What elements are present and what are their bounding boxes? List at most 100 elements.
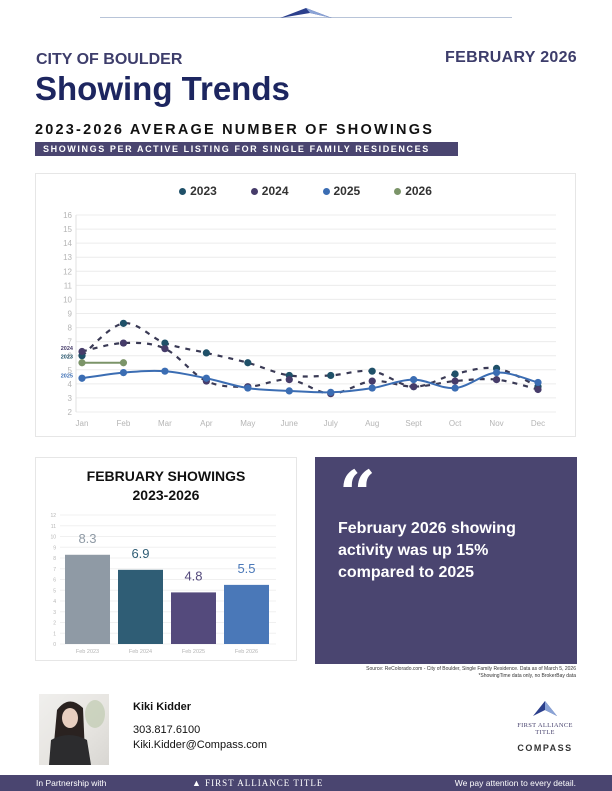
legend-label: 2026	[405, 184, 432, 198]
data-point-2023	[327, 371, 335, 380]
agent-phone[interactable]: 303.817.6100	[133, 724, 201, 736]
x-tick-label: Feb	[117, 419, 131, 428]
data-point-2023	[244, 359, 252, 367]
legend-item-2025: 2025	[322, 184, 360, 198]
bar-chart-title: FEBRUARY SHOWINGS 2023-2026	[36, 467, 296, 505]
data-point-2024	[368, 377, 376, 385]
source-line-1: Source: ReColorado.com - City of Boulder…	[366, 666, 576, 672]
source-note: Source: ReColorado.com - City of Boulder…	[366, 666, 576, 679]
compass-logo: COMPASS	[517, 743, 573, 753]
bar-value-label: 5.5	[237, 561, 255, 576]
x-tick-label: Feb 2023	[76, 649, 99, 655]
x-tick-label: Nov	[489, 419, 503, 428]
city-label: CITY OF BOULDER	[36, 51, 183, 68]
data-point-2023	[368, 367, 376, 375]
y-tick-label: 4	[53, 599, 56, 605]
data-point-2025	[202, 374, 210, 382]
legend-dot-icon	[179, 187, 187, 195]
bar-feb-2023	[65, 554, 110, 644]
footer-bar: In Partnership with ▲ FIRST ALLIANCE TIT…	[0, 775, 612, 791]
agent-portrait-icon	[49, 700, 105, 765]
series-annotation: 2025	[61, 373, 73, 379]
x-tick-label: Mar	[158, 419, 172, 428]
y-tick-label: 16	[63, 211, 72, 220]
agent-name: Kiki Kidder	[133, 701, 192, 713]
data-point-2025	[534, 378, 542, 387]
peak-logo-icon	[280, 8, 332, 18]
quote-text: February 2026 showing activity was up 15…	[338, 520, 516, 581]
footer-peak-icon: ▲	[192, 778, 206, 788]
x-tick-label: Feb 2025	[182, 649, 205, 655]
fat-logo-line2: TITLE	[535, 729, 555, 736]
data-point-2025	[119, 369, 128, 377]
bar-title-line2: 2023-2026	[132, 487, 200, 503]
y-tick-label: 3	[68, 394, 73, 403]
footer-brand-text: FIRST ALLIANCE TITLE	[205, 778, 324, 788]
quote-icon: “	[339, 457, 376, 532]
y-tick-label: 5	[53, 588, 56, 594]
bar-feb-2024	[118, 569, 163, 644]
bar-value-label: 4.8	[184, 568, 202, 583]
data-point-2023	[119, 319, 128, 327]
fat-logo-line1: FIRST ALLIANCE	[517, 722, 573, 729]
data-point-2025	[285, 387, 293, 395]
y-tick-label: 2	[53, 621, 56, 627]
data-point-2023	[202, 349, 210, 357]
y-tick-label: 13	[63, 253, 72, 262]
x-tick-label: Apr	[200, 419, 213, 428]
data-point-2026	[119, 359, 128, 367]
y-tick-label: 9	[53, 545, 56, 551]
data-point-2025	[410, 376, 418, 384]
y-tick-label: 3	[53, 610, 56, 616]
x-tick-label: Feb 2026	[235, 649, 258, 655]
series-annotation: 2023	[61, 354, 73, 360]
y-tick-label: 9	[68, 310, 73, 319]
bar-chart-card: FEBRUARY SHOWINGS 2023-2026 0 1 2 3 4 5 6 7 8 9 10…	[35, 457, 297, 661]
legend-dot-icon	[250, 187, 258, 195]
data-point-2026	[78, 359, 86, 367]
y-tick-label: 11	[51, 524, 56, 530]
data-point-2024	[534, 385, 542, 394]
legend-dot-icon	[394, 187, 402, 195]
data-point-2024	[492, 376, 501, 384]
data-point-2025	[78, 374, 86, 382]
legend-item-2024: 2024	[250, 184, 289, 198]
series-line-2023	[81, 322, 539, 388]
series-line-2024	[81, 341, 539, 395]
chart-subtitle: 2023-2026 AVERAGE NUMBER OF SHOWINGS	[35, 122, 435, 138]
series-line-2025	[81, 369, 539, 394]
bar-feb-2025	[171, 592, 216, 644]
data-point-2025	[327, 388, 335, 396]
data-point-2024	[451, 377, 459, 385]
y-tick-label: 1	[53, 631, 56, 637]
report-month: FEBRUARY 2026	[445, 49, 577, 66]
legend-label: 2024	[261, 184, 289, 198]
footer-tagline: We pay attention to every detail.	[454, 778, 576, 788]
legend-dot-icon	[322, 187, 330, 195]
x-tick-label: Oct	[449, 419, 462, 428]
legend-label: 2023	[190, 184, 217, 198]
y-tick-label: 14	[63, 239, 72, 248]
x-tick-label: July	[324, 419, 338, 428]
data-point-2025	[244, 384, 252, 392]
y-tick-label: 0	[53, 642, 56, 648]
header-rule	[100, 17, 512, 18]
bar-value-label: 6.9	[131, 546, 149, 561]
data-point-2024	[119, 339, 128, 347]
y-tick-label: 11	[64, 281, 73, 290]
data-point-2023	[161, 339, 169, 347]
quote-card: “ February 2026 showing activity was up …	[315, 457, 577, 664]
data-point-2024	[285, 376, 293, 384]
y-tick-label: 15	[63, 225, 72, 234]
y-tick-label: 10	[50, 535, 56, 541]
y-tick-label: 12	[63, 267, 72, 276]
source-line-2: *ShowingTime data only, no BrokerBay dat…	[478, 672, 576, 679]
subtitle-banner: SHOWINGS PER ACTIVE LISTING FOR SINGLE F…	[35, 142, 458, 156]
agent-email[interactable]: Kiki.Kidder@Compass.com	[133, 739, 268, 751]
page-title: Showing Trends	[35, 70, 290, 107]
bar-value-label: 8.3	[78, 531, 96, 546]
data-point-2024	[161, 345, 169, 353]
x-tick-label: Jan	[76, 419, 89, 428]
line-chart: 2 3 4 5 6 7 8 9 10 11 12 13 14 15 16 Jan Feb Mar Apr May Jun…	[61, 211, 556, 428]
